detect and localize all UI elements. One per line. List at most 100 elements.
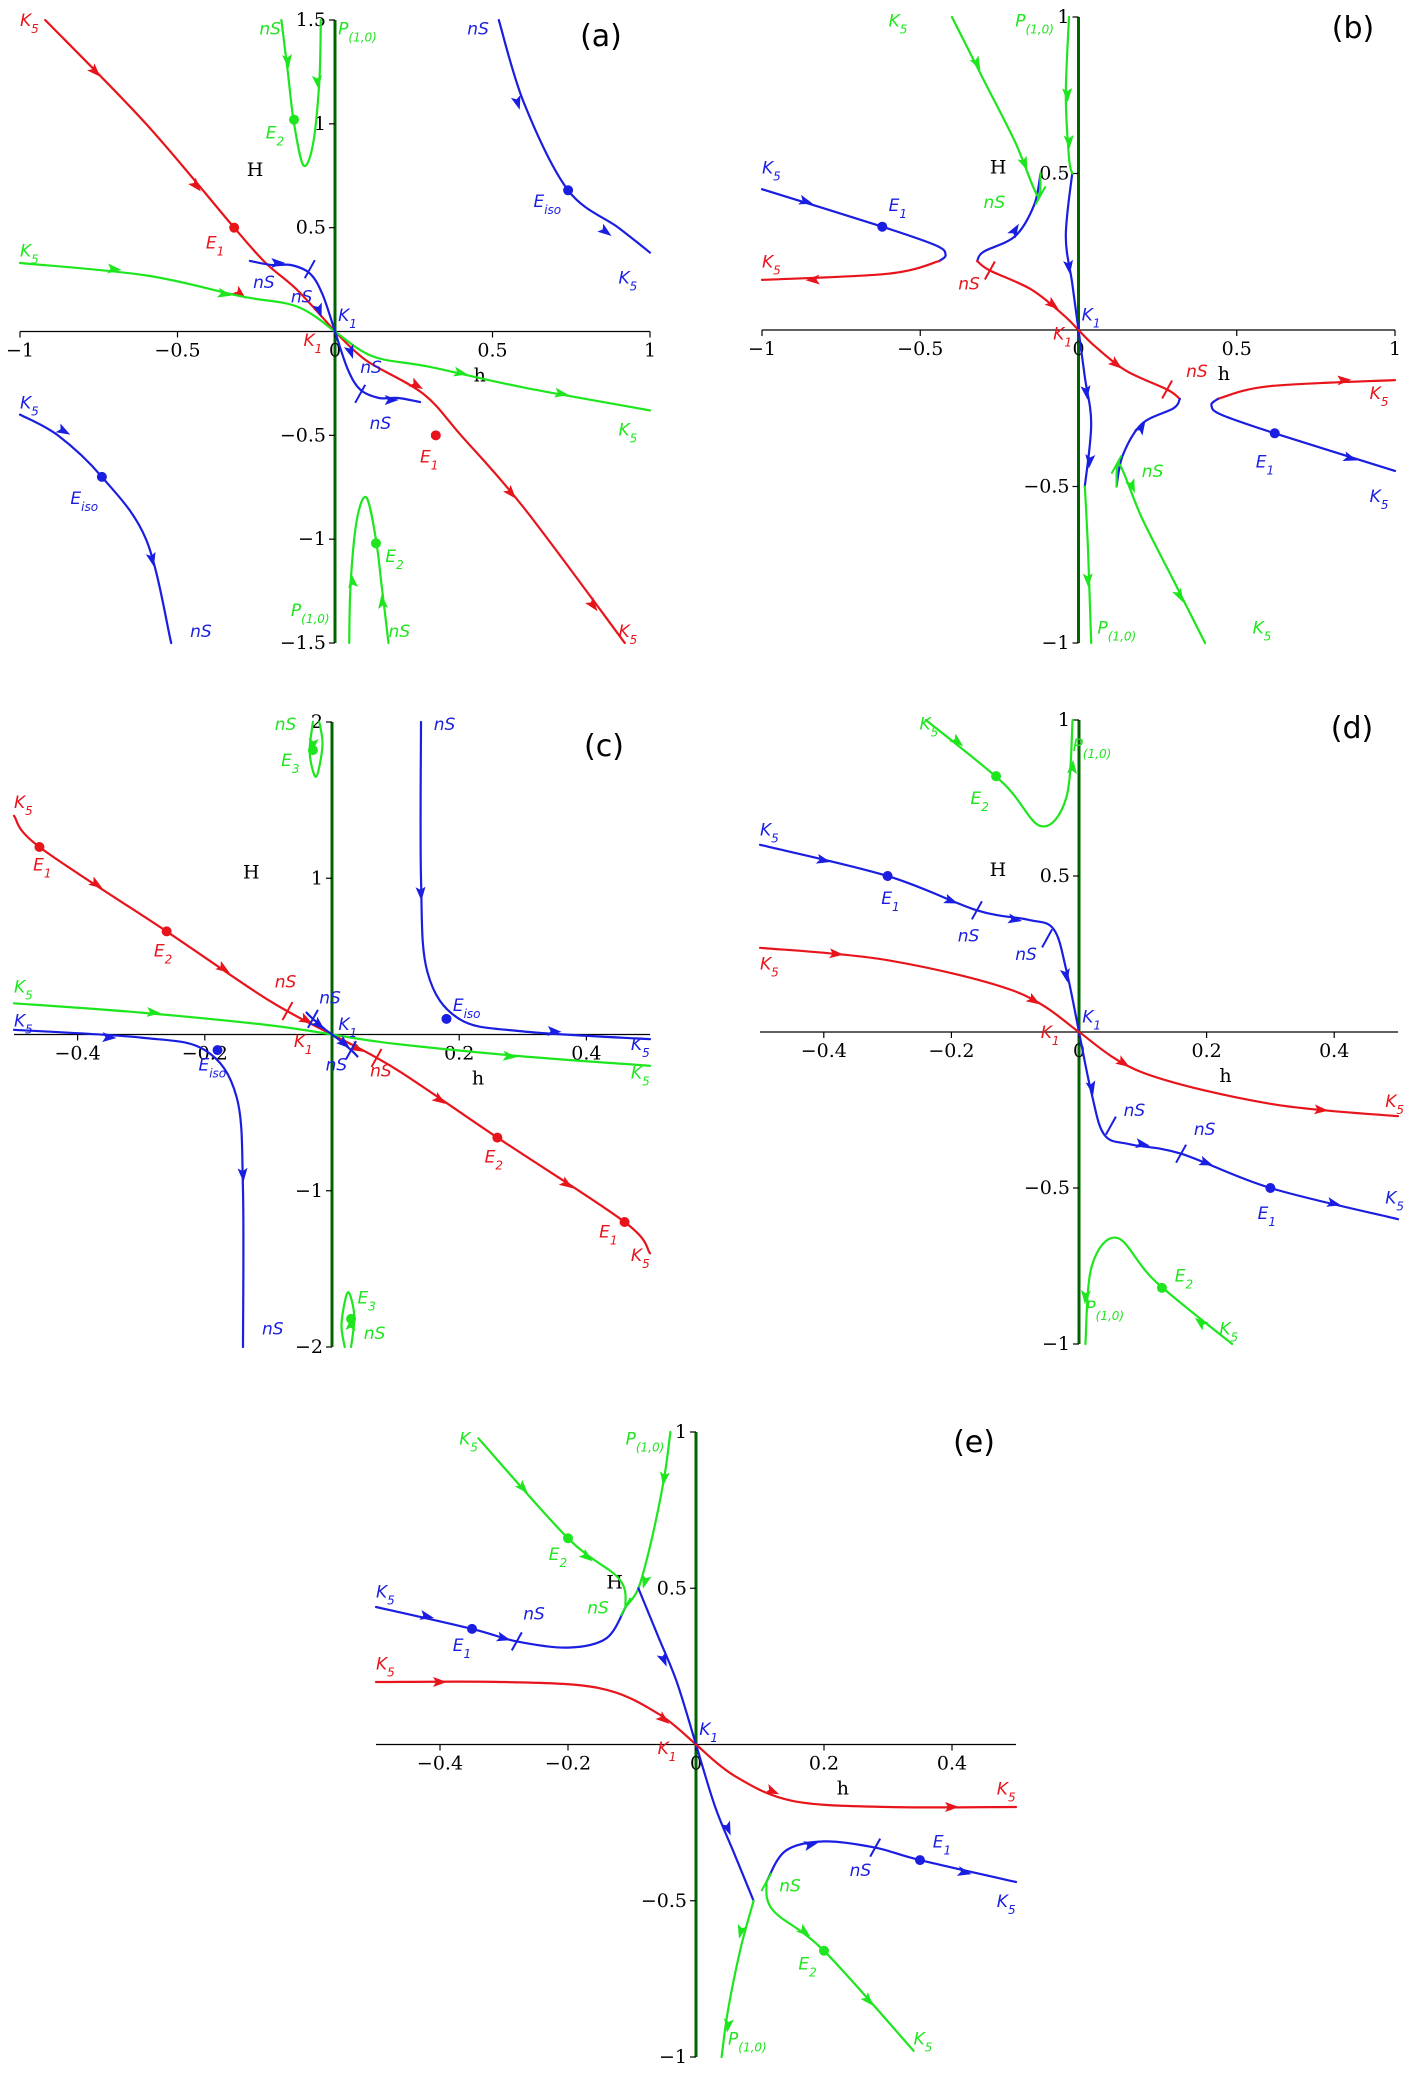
trajectory-blue — [374, 1605, 627, 1649]
section-mark — [345, 1040, 357, 1060]
point-label: nS — [779, 1876, 801, 1896]
point-label: K1 — [304, 331, 323, 356]
point-label: nS — [370, 1062, 392, 1082]
y-tick-label: 1 — [311, 867, 323, 889]
section-mark — [1034, 185, 1047, 205]
direction-arrow — [1326, 1197, 1342, 1207]
trajectory-green — [924, 718, 1074, 828]
y-tick-label: −1 — [1041, 632, 1069, 654]
direction-arrow — [419, 1609, 435, 1620]
direction-arrow — [237, 1167, 248, 1183]
x-axis-label: h — [472, 1068, 484, 1090]
point-label: K1 — [1082, 306, 1101, 331]
equilibrium-point — [619, 1217, 630, 1227]
y-tick-label: −0.5 — [280, 424, 326, 446]
y-tick-label: 0.5 — [657, 1577, 687, 1599]
direction-arrow — [1059, 967, 1070, 983]
trajectory-blue — [248, 259, 337, 333]
trajectory-green — [477, 1437, 627, 1609]
point-label: Eiso — [453, 996, 481, 1021]
y-tick-label: −1.5 — [280, 632, 326, 654]
panel-d: −0.4 −0.2 0 0.2 0.410.5−0.5−1hH(d)K5E2P(1,0)… — [758, 709, 1404, 1355]
point-label: K5 — [631, 1035, 650, 1060]
section-mark — [1110, 455, 1123, 475]
direction-arrow — [271, 258, 286, 268]
point-label: K5 — [760, 955, 779, 980]
point-label: nS — [587, 1598, 609, 1618]
direction-arrow — [554, 387, 569, 398]
direction-arrow — [805, 274, 820, 285]
x-axis-label: h — [1218, 363, 1230, 385]
trajectory-blue — [1077, 1030, 1400, 1221]
equilibrium-point — [212, 1045, 223, 1056]
trajectory-red — [1077, 328, 1181, 400]
y-tick-label: 1.5 — [296, 9, 326, 31]
direction-arrow — [1007, 913, 1023, 924]
point-label: nS — [523, 1605, 545, 1625]
direction-arrow — [88, 876, 103, 889]
point-label: E1 — [33, 855, 51, 880]
x-tick-label: 0.2 — [809, 1753, 839, 1775]
trajectory-blue — [419, 720, 652, 1041]
point-label: E1 — [599, 1223, 617, 1248]
direction-arrow — [655, 1711, 670, 1724]
trajectory-blue — [758, 843, 1081, 1034]
y-axis-label: H — [243, 861, 260, 883]
equilibrium-point — [346, 1313, 357, 1324]
y-tick-label: −1 — [1042, 1333, 1070, 1355]
direction-arrow — [311, 74, 322, 90]
direction-arrow — [433, 1677, 447, 1687]
point-label: nS — [326, 1055, 348, 1075]
direction-arrow — [1172, 587, 1183, 603]
x-tick-label: 1 — [644, 340, 656, 362]
y-tick-label: 0.5 — [1039, 163, 1069, 185]
point-label: nS — [1142, 462, 1164, 482]
direction-arrow — [281, 53, 292, 69]
direction-arrow — [1133, 421, 1146, 436]
section-mark — [281, 1001, 294, 1021]
direction-arrow — [969, 55, 981, 71]
direction-arrow — [585, 596, 598, 612]
direction-arrow — [107, 263, 122, 274]
direction-arrow — [1135, 1138, 1150, 1148]
point-label: K5 — [760, 820, 779, 845]
x-axis-label: h — [474, 365, 486, 387]
section-mark — [971, 900, 983, 920]
point-label: nS — [275, 973, 297, 993]
section-mark — [760, 1872, 773, 1892]
point-label: P(1,0) — [1073, 736, 1112, 761]
trajectory-green — [1064, 15, 1074, 175]
direction-arrow — [298, 1012, 313, 1024]
point-label: K5 — [1219, 1320, 1238, 1345]
x-tick-label: 0 — [329, 340, 341, 362]
direction-arrow — [308, 737, 319, 753]
section-mark — [619, 1597, 632, 1617]
section-mark — [869, 1838, 882, 1858]
direction-arrow — [145, 551, 156, 567]
x-tick-label: 0.5 — [1222, 338, 1252, 360]
direction-arrow — [798, 194, 813, 205]
trajectory-red — [760, 260, 941, 281]
x-tick-label: −1 — [6, 340, 34, 362]
point-label: K5 — [619, 622, 638, 647]
trajectory-green — [1084, 1236, 1234, 1346]
direction-arrow — [1062, 88, 1073, 103]
point-label: K5 — [1253, 619, 1272, 644]
point-label: K5 — [1370, 384, 1389, 409]
direction-arrow — [641, 1573, 652, 1589]
section-mark — [307, 1009, 319, 1029]
point-label: P(1,0) — [728, 2030, 767, 2055]
panel-b: −1 −0.5 0 0.5 110.5−0.5−1hH(b)K5 P(1,0)K5E1K5… — [748, 6, 1401, 654]
y-tick-label: 1 — [1057, 6, 1069, 28]
equilibrium-point — [563, 1533, 573, 1544]
trajectory-green — [720, 1899, 755, 2059]
trajectory-green — [18, 261, 337, 333]
point-label: K5 — [376, 1655, 395, 1680]
point-label: Eiso — [533, 192, 561, 217]
point-label: nS — [434, 715, 456, 735]
point-label: nS — [958, 274, 980, 294]
direction-arrow — [796, 1923, 811, 1937]
point-label: nS — [1015, 945, 1037, 965]
panel-label: (c) — [584, 729, 624, 764]
section-mark — [1161, 379, 1173, 399]
